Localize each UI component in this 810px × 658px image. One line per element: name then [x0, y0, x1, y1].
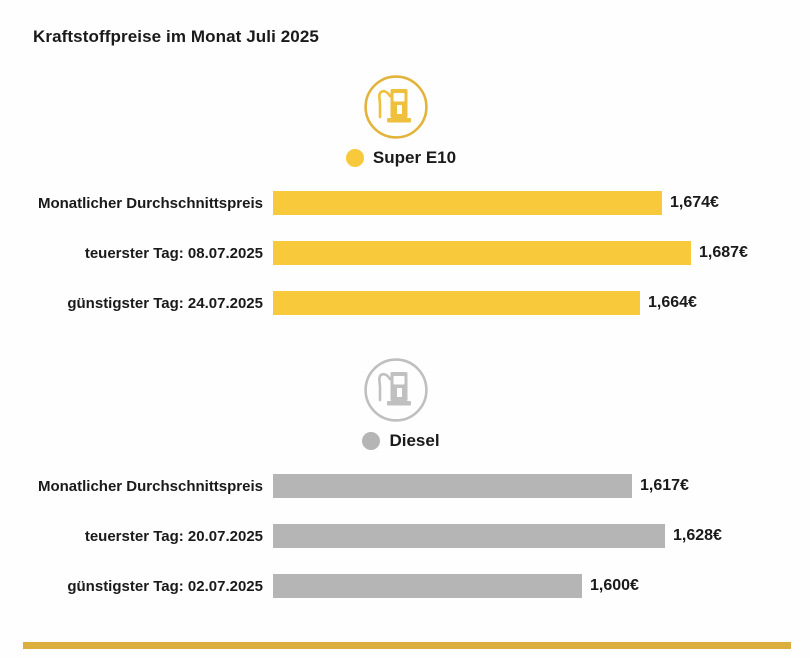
fuel-pump-icon: [363, 74, 429, 140]
bar-value: 1,664€: [648, 294, 697, 311]
fuel-group-0: Super E10 Monatlicher Durchschnittspreis…: [0, 74, 810, 328]
bar-label: günstigster Tag: 02.07.2025: [67, 577, 263, 595]
bar-label: teuerster Tag: 08.07.2025: [84, 244, 263, 262]
legend-dot: [362, 432, 381, 450]
bar-value: 1,628€: [673, 527, 722, 544]
bar-value: 1,617€: [640, 477, 689, 494]
bar-zone: 1,674€: [273, 191, 719, 215]
bar-label: Monatlicher Durchschnittspreis: [37, 194, 263, 212]
bar-row: teuerster Tag: 08.07.2025 1,687€: [0, 228, 810, 278]
bar: [273, 474, 632, 498]
footer-divider: [23, 642, 791, 649]
bar-row: günstigster Tag: 24.07.2025 1,664€: [0, 278, 810, 328]
bar: [273, 574, 582, 598]
fuel-group-1: Diesel Monatlicher Durchschnittspreis 1,…: [0, 357, 810, 611]
bar-zone: 1,664€: [273, 291, 697, 315]
fuel-pump-icon: [363, 357, 429, 423]
bar-zone: 1,600€: [273, 574, 639, 598]
bar-value: 1,674€: [670, 194, 719, 211]
bar: [273, 241, 691, 265]
bar-zone: 1,687€: [273, 241, 748, 265]
legend: Diesel: [0, 431, 806, 451]
bar: [273, 191, 662, 215]
bar-row: günstigster Tag: 02.07.2025 1,600€: [0, 561, 810, 611]
legend: Super E10: [0, 148, 806, 168]
bar-row: Monatlicher Durchschnittspreis 1,674€: [0, 178, 810, 228]
bar-value: 1,600€: [590, 577, 639, 594]
bar: [273, 291, 640, 315]
bar-row: Monatlicher Durchschnittspreis 1,617€: [0, 461, 810, 511]
legend-dot: [345, 149, 364, 167]
bar-rows: Monatlicher Durchschnittspreis 1,674€ te…: [0, 178, 810, 328]
bar: [273, 524, 665, 548]
bar-label: Monatlicher Durchschnittspreis: [37, 477, 263, 495]
legend-label: Super E10: [372, 148, 457, 167]
bar-rows: Monatlicher Durchschnittspreis 1,617€ te…: [0, 461, 810, 611]
bar-label: teuerster Tag: 20.07.2025: [84, 527, 263, 545]
bar-zone: 1,628€: [273, 524, 722, 548]
bar-zone: 1,617€: [273, 474, 689, 498]
bar-row: teuerster Tag: 20.07.2025 1,628€: [0, 511, 810, 561]
legend-label: Diesel: [389, 431, 440, 450]
bar-value: 1,687€: [699, 244, 748, 261]
bar-label: günstigster Tag: 24.07.2025: [67, 294, 263, 312]
chart-title: Kraftstoffpreise im Monat Juli 2025: [33, 27, 319, 46]
